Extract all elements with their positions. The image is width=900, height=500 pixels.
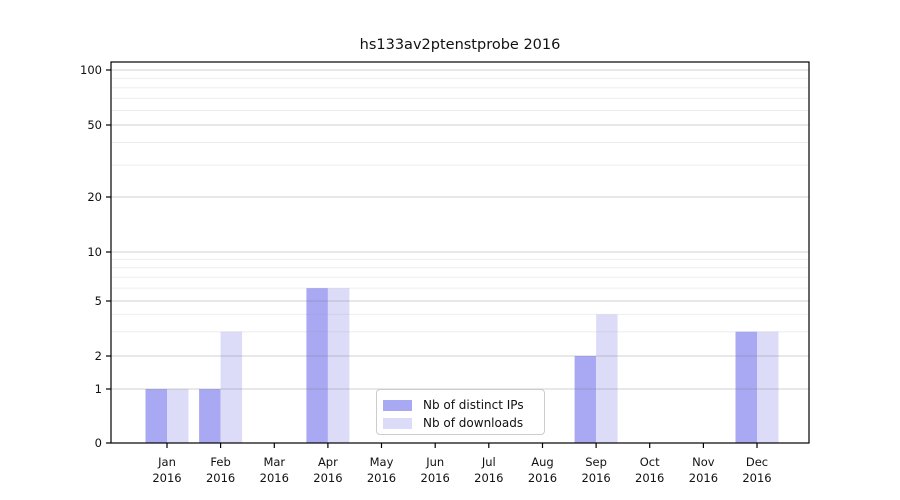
legend: Nb of distinct IPs Nb of downloads bbox=[376, 389, 545, 435]
y-tick-label: 0 bbox=[95, 436, 102, 450]
bars-distinct-ips bbox=[145, 288, 757, 443]
chart-title: hs133av2ptenstprobe 2016 bbox=[359, 37, 561, 53]
x-tick-label-month: Nov bbox=[692, 455, 715, 469]
x-tick-label-year: 2016 bbox=[206, 471, 235, 485]
legend-label-distinct-ips: Nb of distinct IPs bbox=[423, 398, 524, 412]
axis-ticks bbox=[106, 69, 758, 448]
bar bbox=[757, 331, 779, 443]
bar bbox=[735, 331, 757, 443]
y-gridlines-major bbox=[111, 69, 809, 390]
y-gridlines-minor bbox=[111, 77, 809, 333]
x-tick-label-month: Sep bbox=[585, 455, 607, 469]
bar bbox=[574, 356, 597, 443]
x-tick-label-month: Apr bbox=[318, 455, 338, 469]
y-tick-label: 50 bbox=[87, 118, 102, 132]
x-tick-label-year: 2016 bbox=[367, 471, 396, 485]
x-tick-label-month: Oct bbox=[640, 455, 660, 469]
x-tick-label-year: 2016 bbox=[528, 471, 557, 485]
y-tick-label: 10 bbox=[87, 245, 102, 259]
x-tick-label-year: 2016 bbox=[421, 471, 450, 485]
bar bbox=[167, 389, 189, 443]
x-tick-label-month: Dec bbox=[746, 455, 768, 469]
x-tick-label-month: Mar bbox=[263, 455, 285, 469]
x-tick-label-month: Aug bbox=[531, 455, 553, 469]
legend-item-distinct-ips: Nb of distinct IPs bbox=[383, 397, 544, 413]
x-tick-label-month: May bbox=[370, 455, 394, 469]
bar bbox=[306, 288, 328, 443]
bar bbox=[145, 389, 167, 443]
y-tick-label: 20 bbox=[87, 190, 102, 204]
x-tick-label-year: 2016 bbox=[260, 471, 289, 485]
legend-swatch-distinct-ips bbox=[383, 399, 412, 411]
x-tick-label-year: 2016 bbox=[742, 471, 771, 485]
y-tick-label: 2 bbox=[95, 349, 102, 363]
bar bbox=[596, 314, 618, 443]
bar bbox=[327, 288, 350, 443]
legend-swatch-downloads bbox=[383, 417, 412, 429]
bars-downloads bbox=[167, 288, 779, 443]
bar bbox=[199, 389, 221, 443]
x-tick-label-month: Jan bbox=[157, 455, 176, 469]
x-tick-label-month: Jun bbox=[425, 455, 444, 469]
x-tick-label-year: 2016 bbox=[152, 471, 181, 485]
x-tick-label-month: Feb bbox=[210, 455, 230, 469]
x-tick-label-year: 2016 bbox=[635, 471, 664, 485]
y-tick-label: 100 bbox=[80, 63, 102, 77]
x-tick-label-year: 2016 bbox=[689, 471, 718, 485]
x-tick-label-year: 2016 bbox=[474, 471, 503, 485]
x-tick-label-year: 2016 bbox=[581, 471, 610, 485]
x-axis-labels: Jan 2016 Feb 2016 Mar 2016 Apr 2016 May 2016 Jun 20… bbox=[152, 455, 771, 485]
x-tick-label-year: 2016 bbox=[313, 471, 342, 485]
legend-label-downloads: Nb of downloads bbox=[423, 416, 524, 430]
y-axis-labels: 0 1 2 5 10 20 50 100 bbox=[80, 63, 102, 450]
y-tick-label: 5 bbox=[95, 294, 102, 308]
y-tick-label: 1 bbox=[95, 382, 102, 396]
bar bbox=[220, 331, 243, 443]
x-tick-label-month: Jul bbox=[481, 455, 496, 469]
legend-item-downloads: Nb of downloads bbox=[383, 415, 544, 431]
